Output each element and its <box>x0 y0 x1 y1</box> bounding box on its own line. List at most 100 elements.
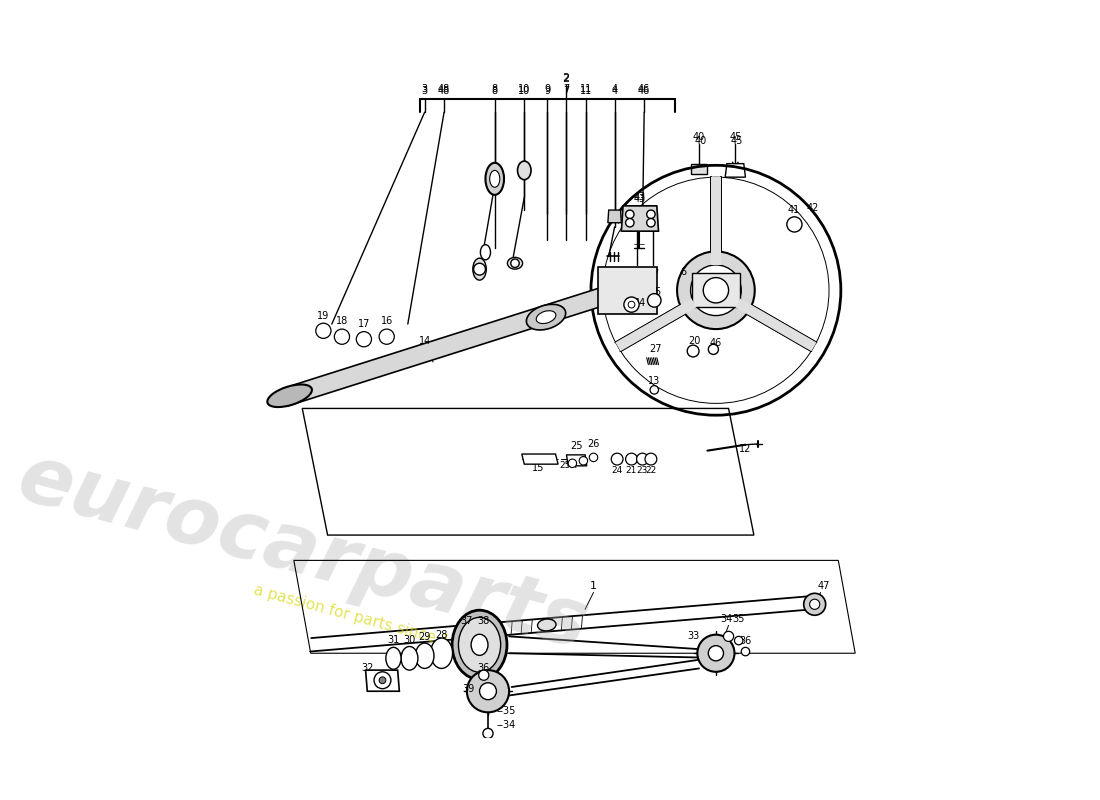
Text: 18: 18 <box>336 317 348 326</box>
Text: a passion for parts since 1985: a passion for parts since 1985 <box>252 582 480 657</box>
Text: 29: 29 <box>418 632 431 642</box>
Text: 43: 43 <box>634 193 646 202</box>
Circle shape <box>708 646 724 661</box>
Text: 40: 40 <box>693 132 705 142</box>
Circle shape <box>379 677 386 684</box>
Text: 3: 3 <box>421 86 428 96</box>
Text: 19: 19 <box>317 310 330 321</box>
Bar <box>597 267 657 314</box>
Circle shape <box>688 345 698 357</box>
Text: 2: 2 <box>562 73 569 82</box>
Circle shape <box>316 323 331 338</box>
Text: 4: 4 <box>612 84 618 94</box>
Text: 11: 11 <box>580 86 592 96</box>
Circle shape <box>628 302 635 308</box>
Text: 45: 45 <box>730 136 744 146</box>
Polygon shape <box>621 206 659 231</box>
Ellipse shape <box>267 385 312 407</box>
Text: 48: 48 <box>438 84 450 94</box>
Text: 2: 2 <box>562 74 569 84</box>
Circle shape <box>510 259 519 267</box>
Circle shape <box>697 634 735 672</box>
Text: 7: 7 <box>563 84 570 94</box>
Text: 22: 22 <box>646 466 657 474</box>
Text: --34: --34 <box>497 720 516 730</box>
Text: 45: 45 <box>729 132 741 142</box>
Text: eurocarparts: eurocarparts <box>9 438 596 666</box>
Text: 38: 38 <box>477 616 490 626</box>
Ellipse shape <box>507 258 522 269</box>
Polygon shape <box>711 177 720 265</box>
Circle shape <box>484 739 492 748</box>
Text: 9: 9 <box>544 84 550 94</box>
Text: 24: 24 <box>612 466 623 474</box>
Text: 40: 40 <box>694 136 707 146</box>
Ellipse shape <box>527 304 565 330</box>
Ellipse shape <box>473 258 486 280</box>
Text: 9: 9 <box>544 86 550 96</box>
Text: 25: 25 <box>571 442 583 451</box>
Text: 11: 11 <box>580 84 592 94</box>
Circle shape <box>786 217 802 232</box>
Bar <box>692 274 739 307</box>
Text: 8: 8 <box>492 84 498 94</box>
Text: 8: 8 <box>492 86 498 96</box>
Ellipse shape <box>485 162 504 195</box>
Ellipse shape <box>402 646 418 670</box>
Circle shape <box>356 332 372 347</box>
Text: 46: 46 <box>638 86 650 96</box>
Circle shape <box>645 453 657 465</box>
Text: 16: 16 <box>381 317 393 326</box>
Text: 25A: 25A <box>560 462 576 470</box>
Text: 35: 35 <box>733 614 745 625</box>
Ellipse shape <box>459 618 500 672</box>
Polygon shape <box>691 164 707 174</box>
Circle shape <box>708 344 718 354</box>
Circle shape <box>810 599 820 610</box>
Circle shape <box>626 453 637 465</box>
Text: 10: 10 <box>518 86 530 96</box>
Text: 12: 12 <box>739 444 751 454</box>
Text: 26: 26 <box>587 439 600 449</box>
Text: 17: 17 <box>358 319 370 329</box>
Text: 27: 27 <box>649 344 661 354</box>
Circle shape <box>647 210 656 218</box>
Text: --35: --35 <box>497 706 516 716</box>
Text: 7: 7 <box>563 86 570 96</box>
Text: 20: 20 <box>689 336 701 346</box>
Circle shape <box>374 672 390 689</box>
Text: 42: 42 <box>806 202 820 213</box>
Text: 48: 48 <box>438 86 450 96</box>
Polygon shape <box>286 270 658 406</box>
Text: 44: 44 <box>634 298 646 308</box>
Ellipse shape <box>517 161 531 180</box>
Text: 37: 37 <box>461 616 473 626</box>
Polygon shape <box>615 298 696 351</box>
Circle shape <box>648 294 661 307</box>
Text: 13: 13 <box>648 377 660 386</box>
Ellipse shape <box>538 619 557 631</box>
Ellipse shape <box>386 647 402 670</box>
Polygon shape <box>608 210 622 222</box>
Text: 39: 39 <box>462 684 475 694</box>
Circle shape <box>804 594 826 615</box>
Circle shape <box>626 218 634 227</box>
Text: 1: 1 <box>590 581 597 590</box>
Circle shape <box>580 457 587 465</box>
Circle shape <box>466 670 509 712</box>
Polygon shape <box>735 298 816 351</box>
Polygon shape <box>365 670 399 691</box>
Circle shape <box>474 263 485 275</box>
Text: 43: 43 <box>634 194 646 204</box>
Polygon shape <box>725 164 746 177</box>
Circle shape <box>483 728 493 738</box>
Circle shape <box>735 636 743 645</box>
Text: 41: 41 <box>788 205 800 215</box>
Ellipse shape <box>430 638 452 669</box>
Ellipse shape <box>490 170 499 187</box>
Text: 21: 21 <box>626 466 637 474</box>
Text: 10: 10 <box>518 84 530 94</box>
Text: 28: 28 <box>436 630 448 640</box>
Text: 3: 3 <box>421 84 428 94</box>
Text: 15: 15 <box>532 462 544 473</box>
